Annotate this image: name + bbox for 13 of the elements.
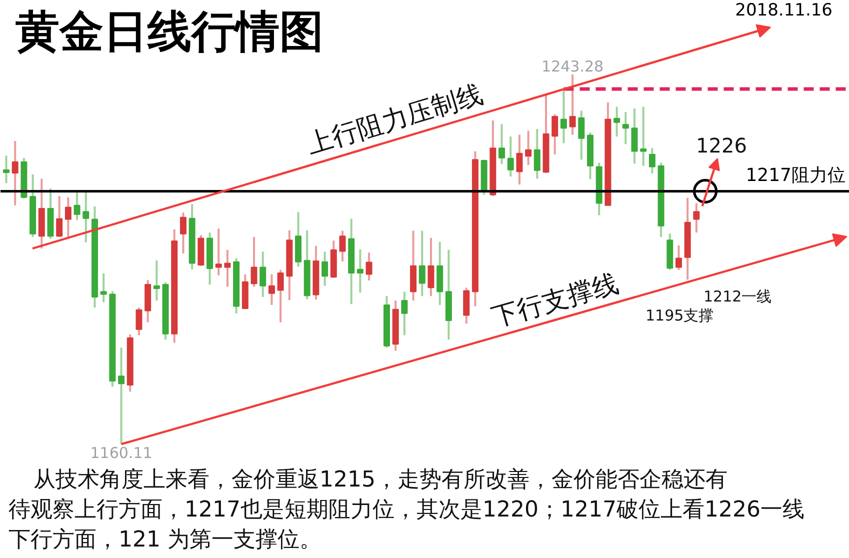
annotation: 1226	[696, 134, 747, 158]
text: 待观察上行方面，1217也是短期阻力位，其次是1220；1217破位上看1226一线	[8, 498, 804, 522]
annotation: 下行支撑线	[488, 268, 622, 334]
text: 下行方面，121 为第一支撑位。	[8, 528, 322, 552]
annotation: 1195支撑	[646, 306, 714, 324]
annotation: 1243.28	[542, 57, 604, 76]
chart-title: 黄金日线行情图	[16, 6, 324, 58]
ref-line-label: 1217阻力位	[746, 165, 846, 186]
annotation: 1212一线	[704, 288, 772, 306]
text: 从技术角度上来看，金价重返1215，走势有所改善，金价能否企稳还有	[34, 468, 728, 492]
annotation: 上行阻力压制线	[304, 79, 486, 160]
annotation: 1160.11	[90, 444, 152, 462]
chart-subtitle: 2018.11.16	[735, 0, 833, 20]
